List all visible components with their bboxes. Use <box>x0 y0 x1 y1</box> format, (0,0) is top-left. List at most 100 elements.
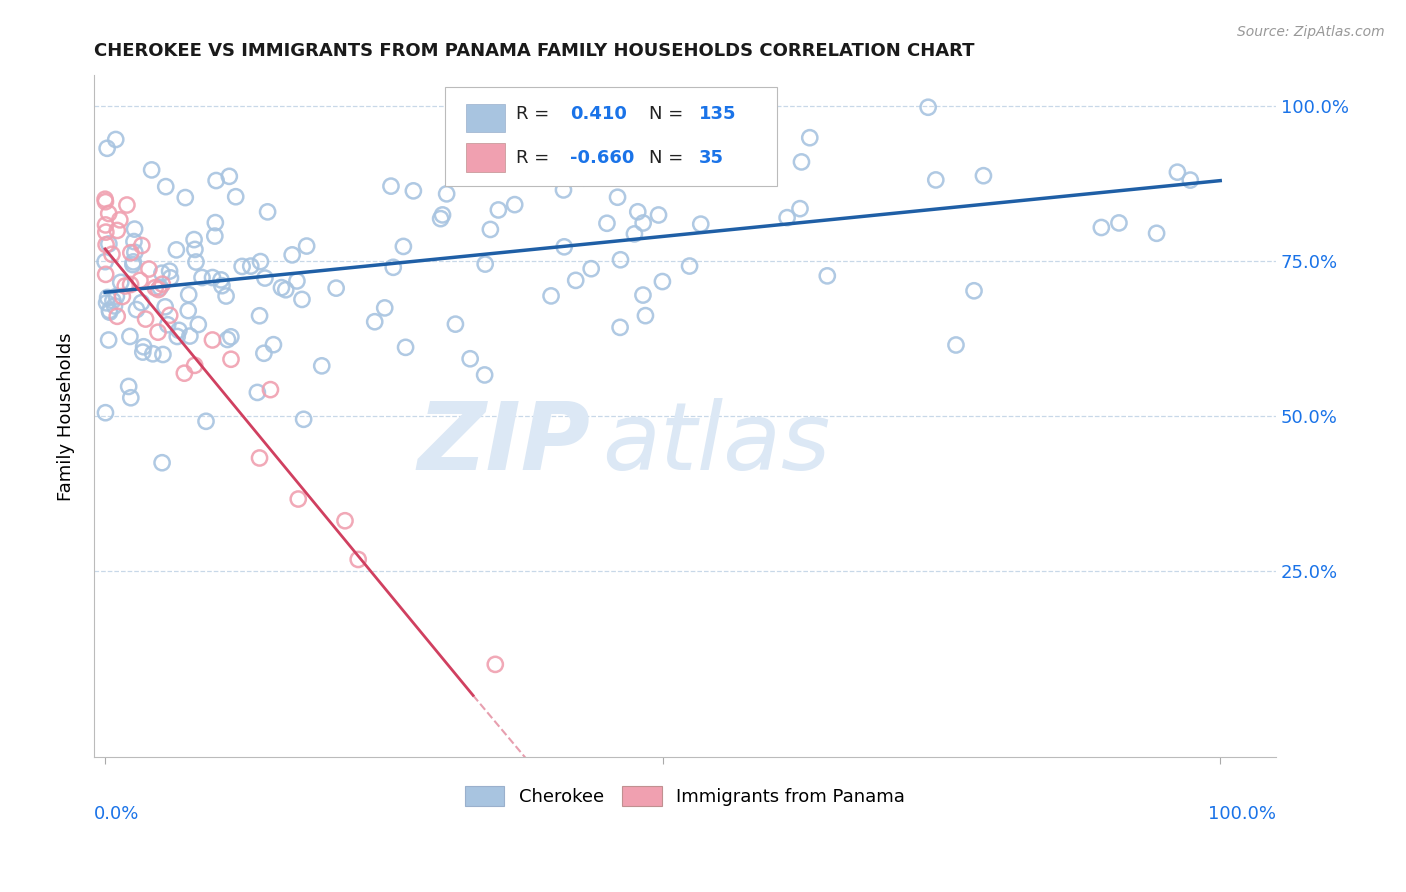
Point <box>184 255 207 269</box>
Point <box>479 222 502 236</box>
Point <box>94 218 117 232</box>
Point <box>1108 216 1130 230</box>
Point <box>94 406 117 420</box>
Point <box>124 245 146 260</box>
Text: 0.0%: 0.0% <box>94 805 139 823</box>
Point <box>579 261 602 276</box>
Point <box>97 236 120 251</box>
Point <box>125 302 148 317</box>
Point <box>146 325 169 339</box>
Point <box>631 288 654 302</box>
Point <box>159 264 181 278</box>
Point <box>609 320 631 334</box>
Point <box>540 289 562 303</box>
Bar <box>467 103 505 132</box>
Point <box>231 260 253 274</box>
Point <box>596 216 619 230</box>
Point <box>129 273 152 287</box>
Point <box>110 276 132 290</box>
Point <box>131 295 153 310</box>
Point <box>97 206 120 220</box>
Text: N =: N = <box>650 104 683 122</box>
Point <box>191 270 214 285</box>
Text: R =: R = <box>516 149 555 167</box>
Point <box>201 270 224 285</box>
Y-axis label: Family Households: Family Households <box>58 332 75 500</box>
Point <box>291 293 314 307</box>
Point <box>436 186 458 201</box>
Text: CHEROKEE VS IMMIGRANTS FROM PANAMA FAMILY HOUSEHOLDS CORRELATION CHART: CHEROKEE VS IMMIGRANTS FROM PANAMA FAMIL… <box>94 42 974 60</box>
Point <box>143 280 166 294</box>
Point <box>613 163 636 178</box>
Point <box>105 223 128 237</box>
Text: 35: 35 <box>699 149 724 167</box>
Point <box>925 173 948 187</box>
Point <box>678 259 700 273</box>
Point <box>153 300 176 314</box>
Point <box>631 216 654 230</box>
Text: -0.660: -0.660 <box>571 149 634 167</box>
Point <box>394 340 416 354</box>
Text: atlas: atlas <box>602 398 831 489</box>
Text: 0.410: 0.410 <box>571 104 627 122</box>
Point <box>1146 227 1168 241</box>
Point <box>249 254 271 268</box>
Point <box>219 330 242 344</box>
Point <box>239 259 262 273</box>
Point <box>572 171 595 186</box>
Point <box>121 258 143 272</box>
Point <box>177 287 200 301</box>
Point <box>94 194 117 209</box>
Point <box>647 208 669 222</box>
Point <box>177 303 200 318</box>
Point <box>253 346 276 360</box>
Point <box>118 329 141 343</box>
Point <box>444 317 467 331</box>
Point <box>183 233 205 247</box>
Point <box>98 305 121 319</box>
Point <box>94 237 117 252</box>
Point <box>105 289 128 303</box>
Point <box>429 211 451 226</box>
Point <box>150 456 173 470</box>
Point <box>776 211 799 225</box>
Point <box>225 190 247 204</box>
Point <box>179 329 201 343</box>
Point <box>311 359 333 373</box>
Point <box>917 100 939 114</box>
Point <box>689 217 711 231</box>
Point <box>564 273 586 287</box>
Point <box>553 240 575 254</box>
Point <box>450 110 472 124</box>
Point <box>108 212 131 227</box>
Point <box>285 274 308 288</box>
Point <box>97 291 120 305</box>
Point <box>1180 173 1202 187</box>
Point <box>1166 165 1188 179</box>
Point <box>118 379 141 393</box>
Point <box>183 359 205 373</box>
Point <box>114 279 136 293</box>
Point <box>651 275 673 289</box>
Point <box>165 243 187 257</box>
FancyBboxPatch shape <box>444 87 778 186</box>
Point <box>963 284 986 298</box>
Point <box>149 280 172 294</box>
Point <box>124 222 146 236</box>
Text: 135: 135 <box>699 104 737 122</box>
Point <box>259 383 281 397</box>
Point <box>790 155 813 169</box>
Point <box>484 657 506 672</box>
Point <box>219 352 242 367</box>
Point <box>159 270 181 285</box>
Point <box>347 552 370 566</box>
Point <box>432 208 454 222</box>
Point <box>122 255 145 269</box>
Point <box>204 229 226 244</box>
Point <box>205 173 228 187</box>
Point <box>94 268 117 282</box>
Point <box>101 247 124 261</box>
Point <box>249 309 271 323</box>
Point <box>138 262 160 277</box>
Point <box>120 245 142 260</box>
